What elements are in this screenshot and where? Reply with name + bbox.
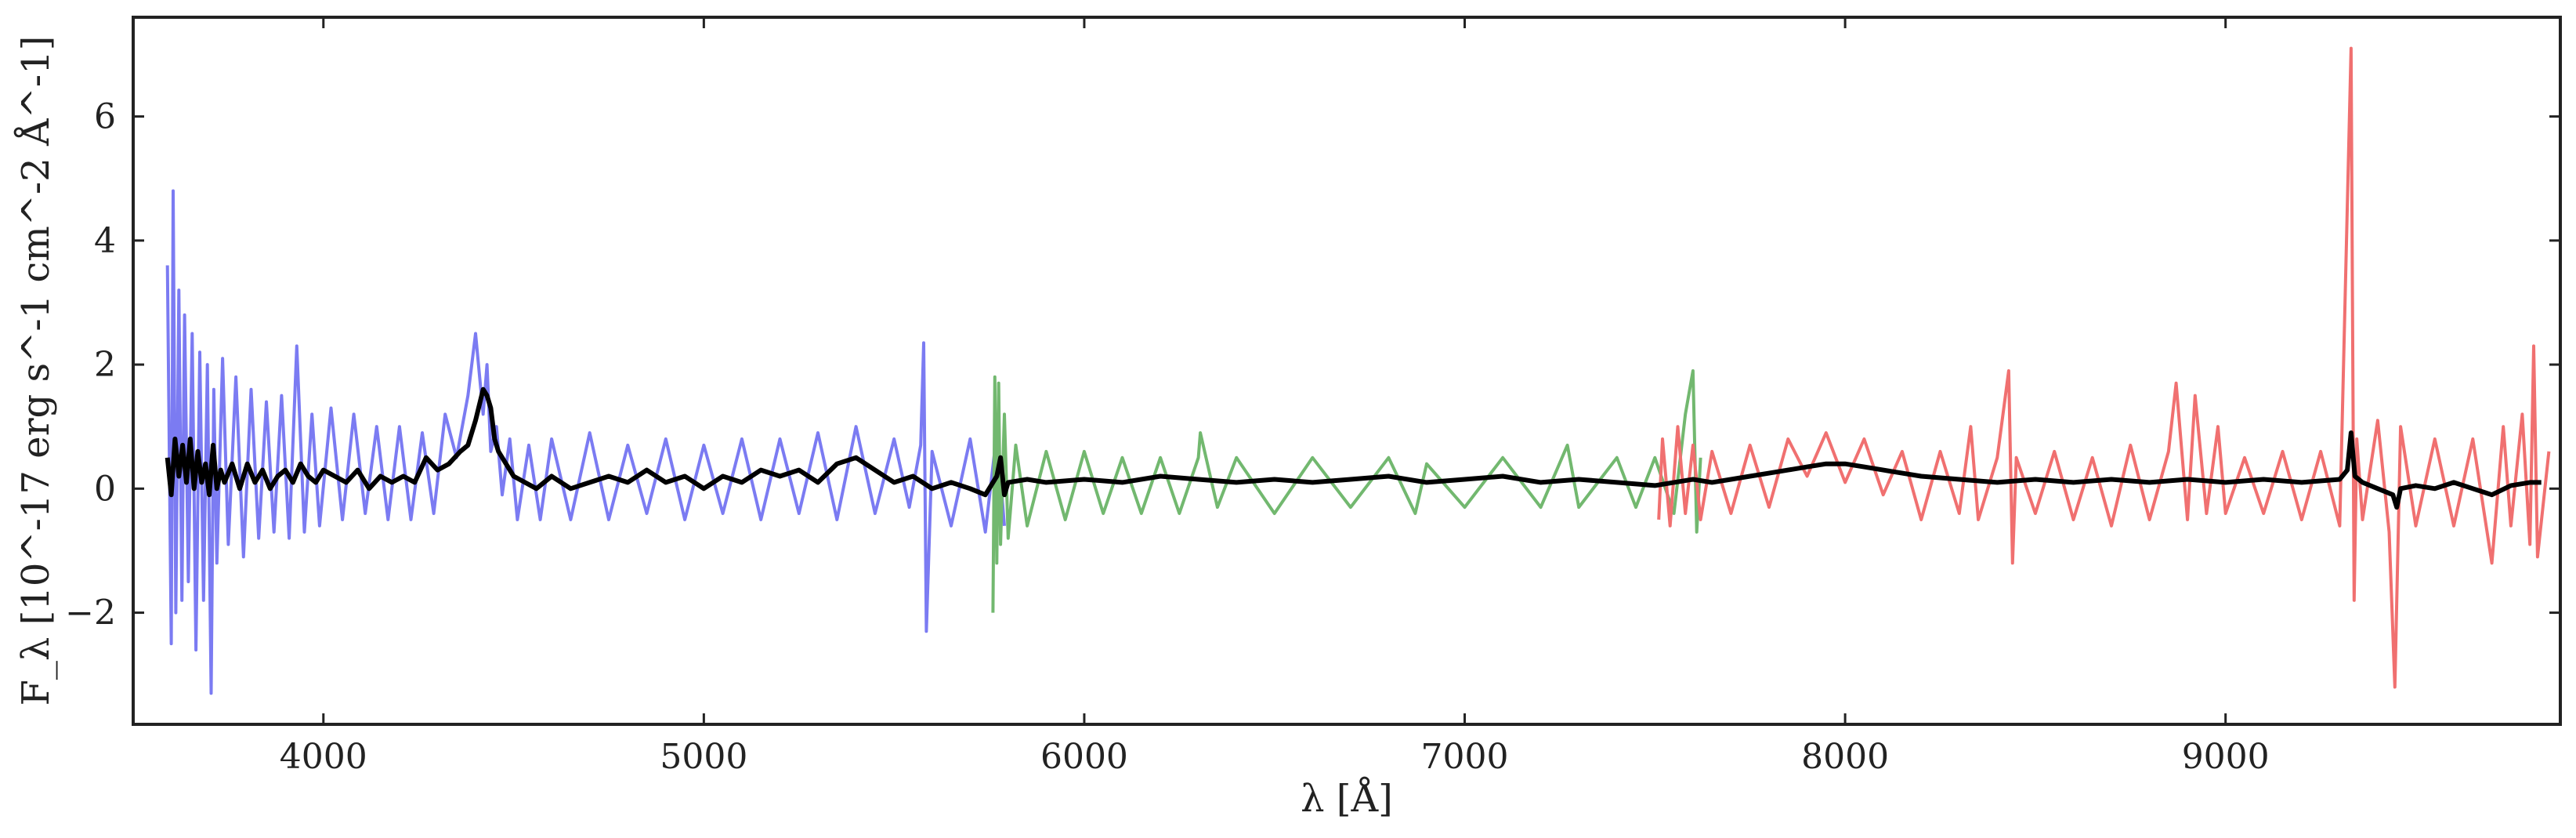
x-tick-label: 6000 (1040, 737, 1128, 777)
series-layer (165, 46, 2551, 695)
x-tick-label: 4000 (280, 737, 367, 777)
y-tick-label: 4 (94, 221, 116, 261)
y-tick-label: −2 (65, 593, 116, 633)
x-tick-label: 7000 (1421, 737, 1509, 777)
x-tick-label: 9000 (2182, 737, 2270, 777)
x-tick-label: 5000 (660, 737, 747, 777)
x-tick-label: 8000 (1801, 737, 1889, 777)
x-axis-label: λ [Å] (1301, 776, 1393, 821)
spectrum-series-3 (165, 386, 2542, 510)
spectrum-series-2 (1657, 46, 2551, 689)
y-tick-label: 0 (94, 469, 116, 509)
ticks-layer: 4000 5000 6000 7000 8000 9000 −2 0 2 4 6 (65, 17, 2560, 777)
y-axis-label: F_λ [10^-17 erg s^-1 cm^-2 Å^-1] (13, 36, 58, 706)
y-tick-label: 6 (94, 97, 116, 137)
y-tick-label: 2 (94, 345, 116, 385)
plot-frame (132, 16, 2562, 726)
